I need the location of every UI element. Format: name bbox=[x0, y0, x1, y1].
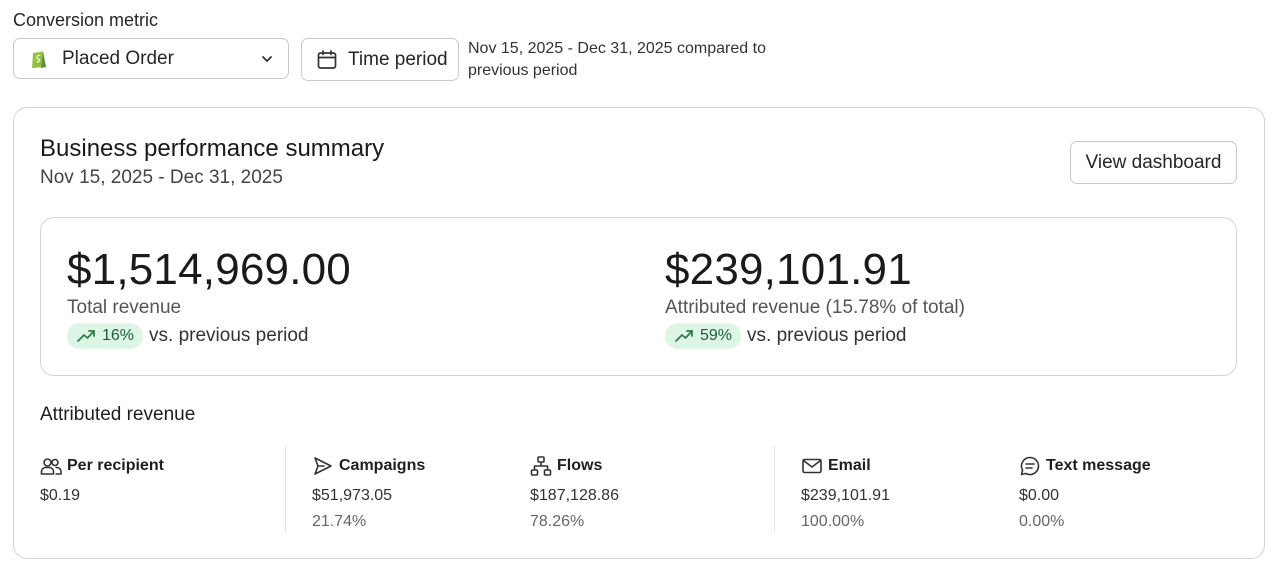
total-revenue-vs-text: vs. previous period bbox=[149, 325, 309, 346]
text-message-label: Text message bbox=[1046, 457, 1151, 474]
per-recipient-value: $0.19 bbox=[40, 487, 81, 504]
chevron-down-icon bbox=[260, 52, 274, 66]
flow-icon bbox=[530, 455, 552, 477]
flows-heading: Flows bbox=[530, 455, 602, 477]
users-icon bbox=[40, 455, 62, 477]
per-recipient-heading: Per recipient bbox=[40, 455, 164, 477]
time-period-label: Time period bbox=[348, 48, 448, 70]
total-revenue-value: $1,514,969.00 bbox=[67, 245, 351, 294]
attributed-revenue-title: Attributed revenue bbox=[40, 404, 196, 425]
column-divider bbox=[774, 446, 775, 532]
flows-percent: 78.26% bbox=[530, 513, 585, 530]
attributed-revenue-change-badge: 59% bbox=[665, 323, 742, 349]
per-recipient-label: Per recipient bbox=[67, 457, 164, 474]
total-revenue-change-row: 16% vs. previous period bbox=[67, 323, 309, 349]
calendar-icon bbox=[316, 49, 338, 71]
selected-metric: Placed Order bbox=[62, 47, 174, 69]
attributed-revenue-vs-text: vs. previous period bbox=[747, 325, 907, 346]
time-period-button[interactable]: Time period bbox=[301, 38, 459, 81]
email-heading: Email bbox=[801, 455, 871, 477]
attributed-revenue-label: Attributed revenue (15.78% of total) bbox=[665, 297, 965, 318]
card-title: Business performance summary bbox=[40, 135, 385, 162]
column-divider bbox=[285, 446, 286, 532]
total-revenue-change-badge: 16% bbox=[67, 323, 144, 349]
campaigns-percent: 21.74% bbox=[312, 513, 367, 530]
attributed-revenue-change-row: 59% vs. previous period bbox=[665, 323, 907, 349]
flows-label: Flows bbox=[557, 457, 603, 474]
message-icon bbox=[1019, 455, 1041, 477]
attributed-revenue-value: $239,101.91 bbox=[665, 245, 912, 294]
campaigns-heading: Campaigns bbox=[312, 455, 425, 477]
campaigns-value: $51,973.05 bbox=[312, 487, 393, 504]
period-description: Nov 15, 2025 - Dec 31, 2025 compared to … bbox=[468, 40, 766, 79]
attributed-revenue-change: 59% bbox=[700, 327, 733, 344]
total-revenue-change: 16% bbox=[102, 327, 135, 344]
text-message-heading: Text message bbox=[1019, 455, 1151, 477]
conversion-metric-select[interactable]: Placed Order bbox=[13, 38, 289, 79]
email-label: Email bbox=[828, 457, 871, 474]
email-value: $239,101.91 bbox=[801, 487, 890, 504]
send-icon bbox=[312, 455, 334, 477]
trend-up-icon bbox=[675, 330, 693, 342]
view-dashboard-button[interactable]: View dashboard bbox=[1070, 141, 1237, 184]
conversion-metric-label: Conversion metric bbox=[13, 10, 159, 30]
campaigns-label: Campaigns bbox=[339, 457, 426, 474]
trend-up-icon bbox=[77, 330, 95, 342]
mail-icon bbox=[801, 455, 823, 477]
email-percent: 100.00% bbox=[801, 513, 865, 530]
text-message-percent: 0.00% bbox=[1019, 513, 1065, 530]
card-date-range: Nov 15, 2025 - Dec 31, 2025 bbox=[40, 167, 283, 188]
flows-value: $187,128.86 bbox=[530, 487, 619, 504]
text-message-value: $0.00 bbox=[1019, 487, 1060, 504]
metrics-panel bbox=[40, 217, 1237, 376]
total-revenue-label: Total revenue bbox=[67, 297, 182, 318]
shopify-icon bbox=[28, 48, 50, 70]
